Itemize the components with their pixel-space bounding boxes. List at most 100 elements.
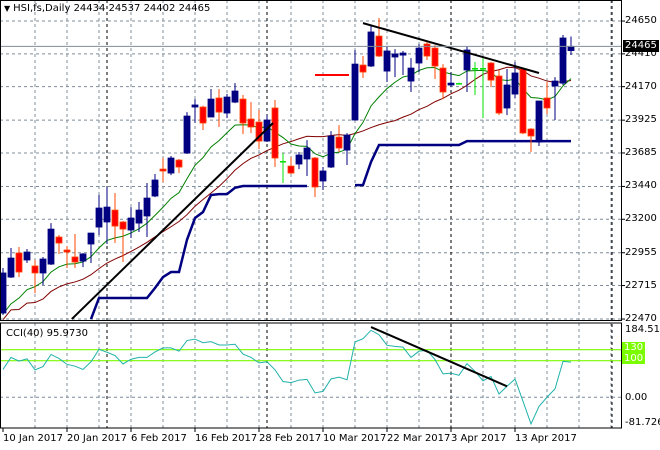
cci-axis-zero: 0.00 xyxy=(625,392,648,403)
bull-candle xyxy=(535,100,543,143)
bull-candle xyxy=(183,115,191,154)
bull-candle xyxy=(7,257,15,278)
bear-candle xyxy=(119,221,127,230)
price-tick-label: 23925 xyxy=(625,114,657,126)
trendline xyxy=(71,122,274,320)
bear-candle xyxy=(215,97,223,113)
bear-candle xyxy=(423,43,431,57)
bull-candle xyxy=(191,104,199,108)
bull-candle xyxy=(95,207,103,228)
bull-candle xyxy=(343,134,351,151)
bull-candle xyxy=(327,135,335,168)
bear-candle xyxy=(439,67,447,93)
price-tick-label: 23440 xyxy=(625,180,657,192)
dropdown-triangle-icon[interactable]: ▼ xyxy=(4,4,11,13)
bull-candle xyxy=(567,45,575,51)
bear-candle xyxy=(480,68,486,70)
time-tick-label: 6 Feb 2017 xyxy=(131,433,187,444)
bull-candle xyxy=(407,67,415,82)
price-tick-label: 24650 xyxy=(625,15,657,27)
bear-candle xyxy=(255,121,263,142)
current-price-tag: 24465 xyxy=(623,40,659,52)
bull-candle xyxy=(103,206,111,223)
bull-candle xyxy=(303,147,311,160)
bull-candle xyxy=(447,82,455,86)
bull-candle xyxy=(463,49,471,71)
bull-candle xyxy=(223,96,231,114)
bear-candle xyxy=(31,265,39,274)
bear-candle xyxy=(519,68,527,134)
price-tick-label: 23200 xyxy=(625,213,657,225)
bear-candle xyxy=(543,97,551,109)
chart-header: ▼ HSI,fs,Daily 24434 24537 24402 24465 xyxy=(4,3,210,14)
bull-candle xyxy=(367,31,375,67)
bear-candle xyxy=(63,249,71,253)
bull-candle xyxy=(39,258,47,274)
price-tick-label: 22470 xyxy=(625,313,657,325)
time-tick-label: 3 Apr 2017 xyxy=(451,433,507,444)
low-value: 24402 xyxy=(143,3,176,14)
bear-candle xyxy=(456,83,462,85)
open-value: 24434 xyxy=(73,3,106,14)
bull-candle xyxy=(127,217,135,231)
bull-candle xyxy=(23,251,31,261)
cci-level-130-tag: 130 xyxy=(622,342,646,353)
time-tick-label: 20 Jan 2017 xyxy=(67,433,127,444)
bull-candle xyxy=(87,232,95,245)
support-step-line xyxy=(89,184,307,320)
bear-candle xyxy=(472,68,478,70)
cci-label: CCI(40) 95.9730 xyxy=(6,328,88,339)
bear-candle xyxy=(71,256,79,263)
symbol-label: HSI,fs,Daily xyxy=(13,3,71,14)
bear-candle xyxy=(495,75,503,114)
trendline xyxy=(362,22,540,74)
bull-candle xyxy=(295,154,303,165)
bear-candle xyxy=(271,107,279,159)
bull-candle xyxy=(391,53,399,58)
time-tick-label: 13 Apr 2017 xyxy=(515,433,577,444)
bear-candle xyxy=(111,209,119,227)
bull-candle xyxy=(167,157,175,174)
price-tick-label: 23685 xyxy=(625,146,657,158)
cci-name: CCI(40) xyxy=(6,328,44,339)
bear-candle xyxy=(311,157,319,188)
cci-value: 95.9730 xyxy=(46,328,88,339)
time-tick-label: 10 Jan 2017 xyxy=(3,433,63,444)
bear-candle xyxy=(527,128,535,137)
bear-candle xyxy=(55,236,63,244)
bear-candle xyxy=(359,64,367,73)
bull-candle xyxy=(503,84,511,109)
time-tick-label: 28 Feb 2017 xyxy=(259,433,322,444)
bull-candle xyxy=(47,228,55,265)
bull-candle xyxy=(559,37,567,84)
bear-candle xyxy=(487,62,495,81)
bear-candle xyxy=(159,168,167,172)
time-tick-label: 16 Feb 2017 xyxy=(195,433,258,444)
price-tick-label: 22955 xyxy=(625,246,657,258)
price-tick-label: 22715 xyxy=(625,279,657,291)
bull-candle xyxy=(399,52,407,56)
bull-candle xyxy=(207,98,215,118)
support-step-line xyxy=(355,139,571,187)
price-tick-label: 24170 xyxy=(625,80,657,92)
sma-line xyxy=(2,66,572,321)
bull-candle xyxy=(79,253,87,262)
time-tick-label: 10 Mar 2017 xyxy=(323,433,387,444)
bull-candle xyxy=(511,72,519,95)
bear-candle xyxy=(335,136,343,149)
cci-axis-top: 184.5133 xyxy=(625,324,660,335)
bull-candle xyxy=(151,179,159,197)
high-value: 24537 xyxy=(108,3,141,14)
bear-candle xyxy=(280,161,286,163)
cci-pane-frame xyxy=(0,322,622,429)
bear-candle xyxy=(431,47,439,67)
cci-trendline xyxy=(370,326,508,388)
bull-candle xyxy=(551,80,559,87)
bear-candle xyxy=(175,159,183,168)
bull-candle xyxy=(319,170,327,182)
ema-line xyxy=(2,66,572,315)
bear-candle xyxy=(239,98,247,124)
bull-candle xyxy=(383,50,391,72)
bull-candle xyxy=(0,272,7,314)
